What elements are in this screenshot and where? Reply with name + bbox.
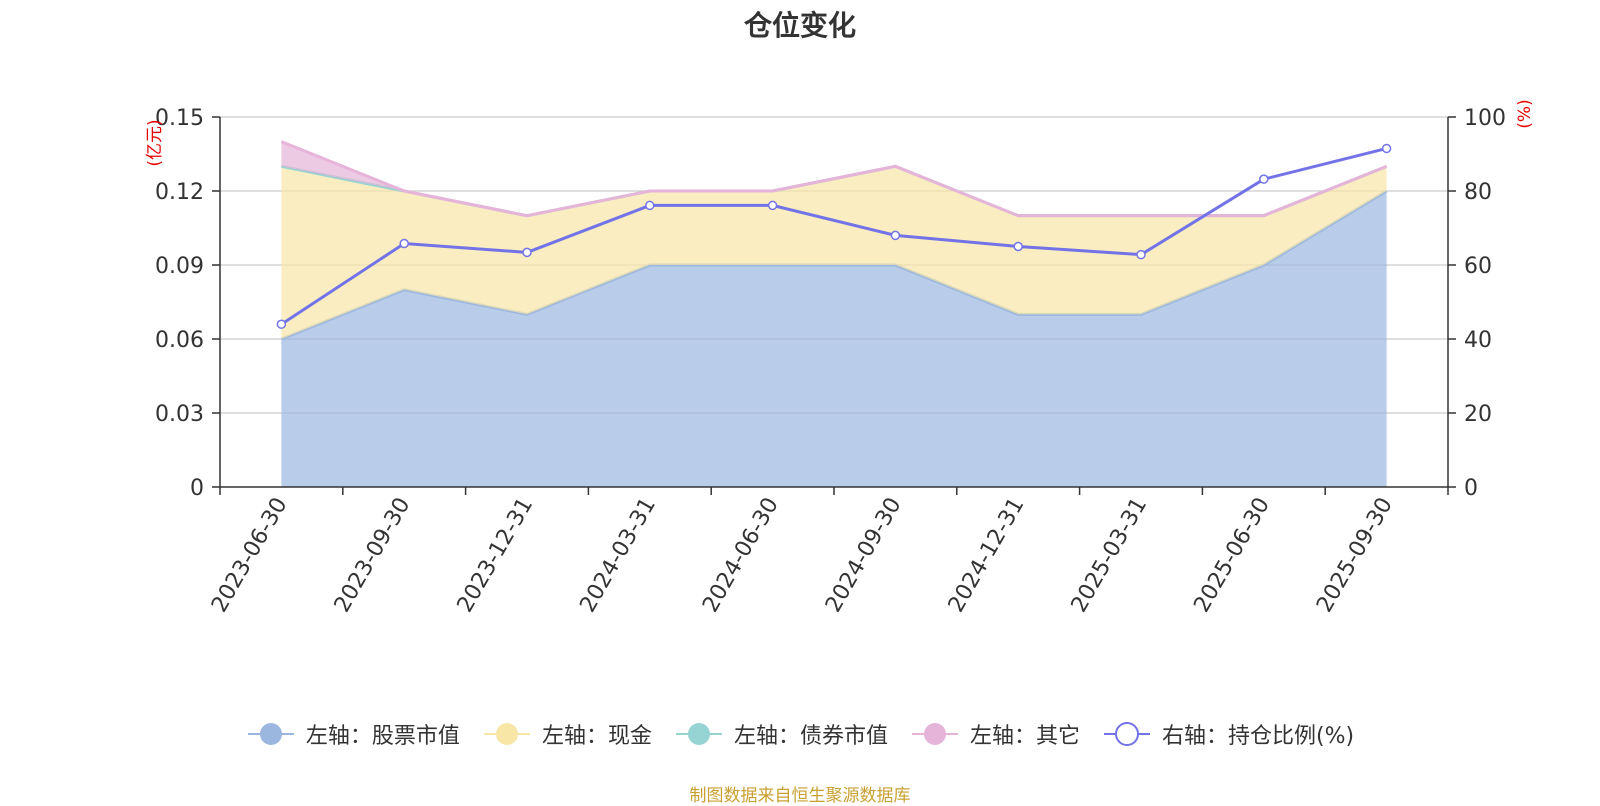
ratio-point (767, 200, 778, 211)
legend-marker-icon (911, 723, 958, 745)
ratio-point (399, 238, 409, 249)
ratio-line (276, 143, 1392, 329)
ratio-point (890, 230, 901, 241)
x-tick-label: 2024-09-30 (821, 494, 907, 617)
chart-title: 仓位变化 (743, 9, 856, 42)
right-tick-label: 80 (1464, 180, 1492, 205)
area-左轴：股票市值 (281, 191, 1387, 487)
legend-label: 左轴：现金 (541, 724, 652, 749)
legend-dot (495, 723, 518, 745)
legend-marker-icon (675, 723, 722, 745)
stacked-areas (280, 140, 1388, 487)
legend-label: 左轴：股票市值 (305, 724, 460, 749)
x-tick-label: 2023-12-31 (453, 494, 539, 617)
right-tick-label: 20 (1464, 402, 1492, 427)
legend-dot (923, 723, 946, 745)
left-tick-label: 0.09 (155, 254, 204, 279)
ratio-point (1259, 174, 1269, 184)
legend-item[interactable]: 左轴：债券市值 (674, 718, 888, 750)
ratio-point (1381, 143, 1392, 154)
ratio-point (645, 200, 655, 211)
ratio-point (1136, 249, 1146, 260)
left-tick-label: 0 (190, 476, 204, 501)
right-tick-label: 0 (1464, 476, 1478, 501)
left-tick-label: 0.12 (155, 180, 204, 205)
x-tick-label: 2025-09-30 (1312, 494, 1398, 617)
x-tick-label: 2024-06-30 (698, 494, 784, 617)
legend: 左轴：股票市值 左轴：现金 左轴：债券市值 左轴：其它 右轴：持仓比例(%) (0, 718, 1600, 750)
right-tick-label: 60 (1464, 254, 1492, 279)
x-tick-label: 2025-06-30 (1189, 494, 1275, 617)
x-tick-label: 2023-06-30 (207, 494, 293, 617)
legend-label: 左轴：债券市值 (733, 724, 888, 749)
legend-marker-icon (483, 723, 530, 745)
ratio-point (522, 247, 532, 258)
left-tick-label: 0.15 (155, 106, 204, 131)
legend-item[interactable]: 右轴：持仓比例(%) (1102, 718, 1354, 750)
right-axis-unit: (%) (1515, 99, 1535, 128)
ratio-point (1013, 241, 1023, 252)
left-axis-unit: (亿元) (145, 119, 165, 166)
source-note: 制图数据来自恒生聚源数据库 (689, 786, 911, 806)
legend-label: 右轴：持仓比例(%) (1161, 724, 1355, 749)
legend-item[interactable]: 左轴：股票市值 (246, 718, 460, 750)
x-tick-label: 2025-03-31 (1067, 494, 1153, 617)
legend-item[interactable]: 左轴：现金 (482, 718, 652, 750)
ratio-point (276, 319, 287, 329)
left-tick-label: 0.06 (155, 328, 204, 353)
x-tick-label: 2024-12-31 (944, 494, 1030, 617)
area-左轴：现金 (281, 166, 1387, 339)
right-tick-label: 40 (1464, 328, 1492, 353)
legend-marker-icon (1103, 722, 1150, 746)
legend-dot (259, 723, 282, 745)
x-tick-label: 2023-09-30 (330, 494, 416, 617)
legend-marker-icon (247, 723, 294, 745)
legend-dot (687, 723, 710, 745)
legend-label: 左轴：其它 (969, 724, 1080, 749)
x-tick-label: 2024-03-31 (575, 494, 661, 617)
left-tick-label: 0.03 (155, 402, 204, 427)
right-tick-label: 100 (1464, 106, 1506, 131)
ratio-line-path (280, 146, 1387, 326)
legend-item[interactable]: 左轴：其它 (910, 718, 1080, 750)
legend-dot (1114, 722, 1139, 746)
